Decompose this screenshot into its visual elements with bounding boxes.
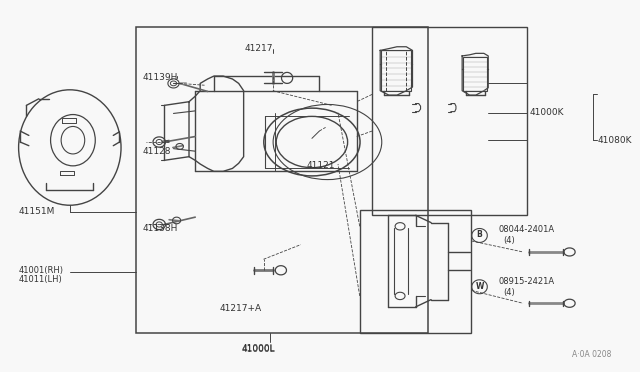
Text: (4): (4) [503,237,515,246]
Text: 08915-2421A: 08915-2421A [498,277,554,286]
Bar [463,57,487,92]
Text: 41000L: 41000L [242,344,275,353]
Text: (4): (4) [503,288,515,297]
Text: B: B [477,230,483,239]
Bar [360,210,472,333]
Text: 41128: 41128 [143,147,171,156]
Text: 08044-2401A: 08044-2401A [498,225,554,234]
Text: 41151M: 41151M [19,207,54,216]
Bar [372,26,527,215]
Text: 41000L: 41000L [242,344,275,353]
Text: W: W [476,282,484,291]
Bar [381,51,412,92]
Bar [136,26,428,333]
Text: 41217+A: 41217+A [220,304,262,313]
Text: 41121: 41121 [307,161,335,170]
Text: 41080K: 41080K [598,136,632,145]
Text: 41001(RH): 41001(RH) [19,266,63,275]
Text: 41138H: 41138H [143,224,178,232]
Text: 41000K: 41000K [529,108,564,117]
Text: 41139H: 41139H [143,73,178,83]
Text: A·0A 0208: A·0A 0208 [572,350,611,359]
Text: 41011(LH): 41011(LH) [19,275,62,284]
Text: 41217: 41217 [245,44,273,53]
